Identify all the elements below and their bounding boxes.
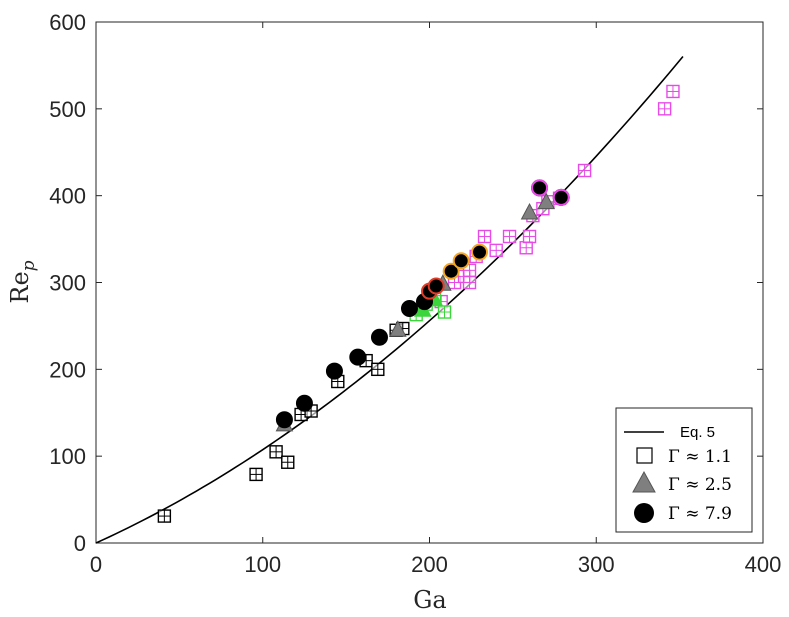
y-tick-label: 200 (49, 357, 86, 382)
x-axis: 0 100 200 300 400 (90, 22, 781, 577)
y-tick-label: 500 (49, 97, 86, 122)
square-marker (249, 467, 263, 482)
legend-label-square: Γ ≈ 1.1 (668, 447, 732, 467)
square-marker (477, 229, 492, 244)
legend-label-triangle: Γ ≈ 2.5 (668, 475, 732, 495)
legend-circle-icon (634, 503, 654, 523)
circle-marker (552, 188, 570, 206)
y-axis: 0 100 200 300 400 500 600 (49, 10, 763, 556)
data-points (157, 84, 680, 523)
y-tick-label: 100 (49, 444, 86, 469)
square-marker (269, 445, 283, 459)
circle-marker (452, 252, 470, 270)
legend: Eq. 5 Γ ≈ 1.1 Γ ≈ 2.5 Γ ≈ 7.9 (615, 407, 753, 533)
legend-label-circle: Γ ≈ 7.9 (668, 504, 732, 524)
circle-marker (400, 300, 418, 318)
circle-marker (295, 394, 313, 412)
y-axis-label: Re (6, 271, 34, 303)
y-tick-label: 400 (49, 184, 86, 209)
y-tick-label: 300 (49, 271, 86, 296)
triangle-marker (537, 192, 556, 210)
square-marker (462, 275, 477, 290)
square-marker (437, 305, 452, 319)
square-marker (502, 229, 517, 244)
square-marker (666, 84, 680, 99)
circle-marker (275, 411, 293, 429)
square-marker (657, 102, 672, 116)
circle-marker (349, 348, 367, 366)
x-tick-label: 0 (90, 552, 102, 577)
circle-marker (325, 362, 343, 380)
square-marker (522, 229, 537, 244)
y-axis-label-subscript: p (19, 260, 39, 271)
legend-square-icon (636, 447, 653, 464)
square-marker (489, 243, 503, 258)
x-tick-label: 400 (745, 552, 782, 577)
x-tick-label: 300 (578, 552, 615, 577)
circle-marker (471, 243, 489, 261)
square-marker (519, 241, 533, 255)
circle-marker (370, 328, 388, 346)
legend-triangle-icon (632, 470, 656, 493)
x-tick-label: 100 (244, 552, 281, 577)
square-marker (371, 362, 385, 377)
legend-label-eq5: Eq. 5 (680, 424, 715, 441)
y-axis-label-group: Rep (6, 260, 39, 303)
circle-marker (442, 262, 460, 280)
square-marker (281, 455, 295, 469)
triangle-marker (388, 320, 407, 337)
square-marker (157, 509, 172, 523)
y-tick-label: 0 (74, 531, 86, 556)
y-tick-label: 600 (49, 10, 86, 35)
square-marker (577, 163, 592, 178)
x-tick-label: 200 (411, 552, 448, 577)
triangle-marker (520, 202, 539, 220)
circle-marker (531, 179, 549, 197)
circle-marker (427, 277, 445, 295)
svg-text:Rep: Rep (6, 260, 39, 303)
x-axis-label: Ga (413, 586, 446, 614)
